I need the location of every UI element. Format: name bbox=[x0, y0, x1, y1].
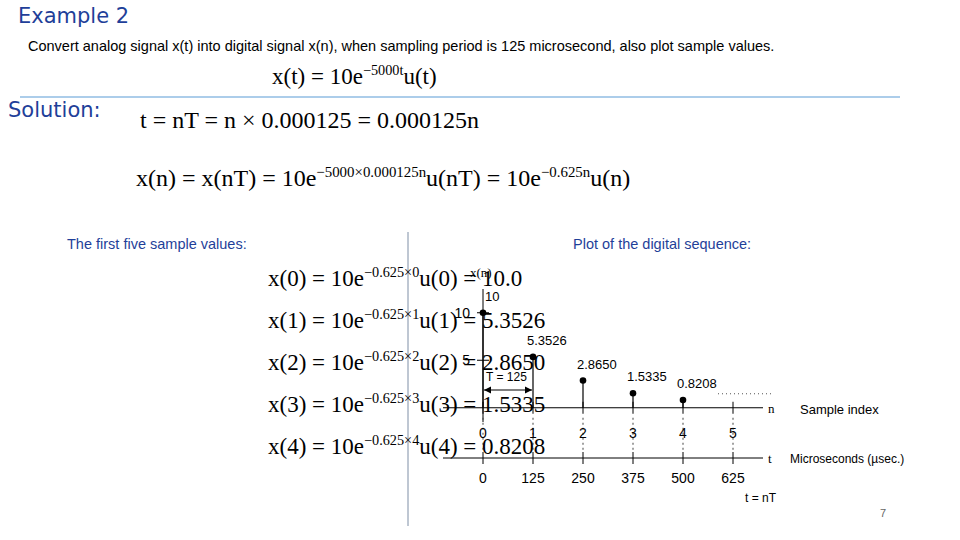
equation-text: u(1) = 5.3526 bbox=[419, 308, 545, 333]
continuation-dots bbox=[718, 393, 771, 394]
x2-tick-label: 0 bbox=[479, 470, 487, 486]
equation-text: u(nT) = 10e bbox=[426, 165, 541, 191]
exponent: −0.625×4 bbox=[364, 432, 419, 448]
data-label: 5.3526 bbox=[527, 333, 567, 348]
annotation-arrow bbox=[484, 390, 532, 391]
exponent: −0.625n bbox=[541, 164, 590, 180]
exponent: −0.625×3 bbox=[364, 390, 419, 406]
equation: t = nT = n × 0.000125 = 0.000125n bbox=[140, 107, 479, 134]
x-label: n bbox=[768, 401, 775, 416]
equation-text: u(3) = 1.5335 bbox=[419, 392, 545, 417]
equation-text: u(0) = 10.0 bbox=[419, 266, 522, 291]
x-tick-label: 4 bbox=[679, 425, 687, 441]
data-label: 1.5335 bbox=[627, 369, 667, 384]
exponent: −5000×0.000125n bbox=[316, 164, 426, 180]
x-tick-label: 3 bbox=[629, 425, 637, 441]
equation-text: x(4) = 10e bbox=[268, 434, 364, 459]
equation-text: x(1) = 10e bbox=[268, 308, 364, 333]
x2-tick bbox=[633, 452, 634, 464]
x2-tick-label: 125 bbox=[521, 470, 545, 486]
samples-heading: The first five sample values: bbox=[67, 236, 247, 252]
stem-marker bbox=[580, 377, 587, 384]
data-label: 10 bbox=[485, 289, 499, 304]
slide: Example 2 Convert analog signal x(t) into… bbox=[0, 0, 960, 540]
equation-text: u(4) = 0.8208 bbox=[419, 434, 545, 459]
sample-line: x(1) = 10e−0.625×1u(1) = 5.3526 bbox=[268, 308, 545, 334]
chart: x(n)5100123450125250375500625nSample ind… bbox=[443, 265, 904, 505]
equation: x(n) = x(nT) = 10e−5000×0.000125nu(nT) =… bbox=[136, 165, 630, 192]
page-number: 7 bbox=[880, 507, 886, 519]
x2-tick bbox=[583, 452, 584, 464]
stem-marker bbox=[630, 390, 637, 397]
x-label-note: Sample index bbox=[800, 402, 879, 417]
x2-tick-label: 500 bbox=[671, 470, 695, 486]
given-equation: x(t) = 10e−5000tu(t) bbox=[272, 64, 437, 90]
equation-text: u(t) bbox=[403, 64, 436, 89]
sample-line: x(2) = 10e−0.625×2u(2) = 2.8650 bbox=[268, 350, 545, 376]
equation-text: x(n) = x(nT) = 10e bbox=[136, 165, 316, 191]
equation-text: u(n) bbox=[590, 165, 630, 191]
data-label: 2.8650 bbox=[577, 357, 617, 372]
exponent: −5000t bbox=[363, 62, 404, 78]
x-tick-label: 5 bbox=[729, 425, 737, 441]
x2-tick bbox=[683, 452, 684, 464]
exponent: −0.625×2 bbox=[364, 348, 419, 364]
data-label: 0.8208 bbox=[677, 376, 717, 391]
exponent: −0.625×0 bbox=[364, 264, 419, 280]
x2-tick-label: 625 bbox=[721, 470, 745, 486]
equation-text: x(3) = 10e bbox=[268, 392, 364, 417]
plot-heading: Plot of the digital sequence: bbox=[573, 236, 751, 252]
sample-line: x(0) = 10e−0.625×0u(0) = 10.0 bbox=[268, 266, 522, 292]
separator-line bbox=[20, 96, 900, 97]
x2-tick-label: 375 bbox=[621, 470, 645, 486]
stem bbox=[582, 381, 583, 408]
equation-text: x(0) = 10e bbox=[268, 266, 364, 291]
title: Example 2 bbox=[18, 4, 129, 28]
x2-label-note: Microseconds (µsec.) bbox=[790, 452, 904, 466]
x-tick-label: 2 bbox=[579, 425, 587, 441]
equation-text: u(2) = 2.8650 bbox=[419, 350, 545, 375]
x2-label: t bbox=[768, 451, 772, 466]
task: Convert analog signal x(t) into digital … bbox=[28, 38, 774, 54]
x2-tick-label: 250 bbox=[571, 470, 595, 486]
solution-label: Solution: bbox=[8, 98, 101, 122]
equation-text: x(t) = 10e bbox=[272, 64, 363, 89]
x2-tick bbox=[733, 452, 734, 464]
sample-line: x(4) = 10e−0.625×4u(4) = 0.8208 bbox=[268, 434, 545, 460]
stem-marker bbox=[680, 397, 687, 404]
equation-text: x(2) = 10e bbox=[268, 350, 364, 375]
x2-formula: t = nT bbox=[745, 491, 777, 505]
exponent: −0.625×1 bbox=[364, 306, 419, 322]
equation-text: t = nT = n × 0.000125 = 0.000125n bbox=[140, 107, 479, 133]
x-tick bbox=[733, 402, 734, 414]
sample-line: x(3) = 10e−0.625×3u(3) = 1.5335 bbox=[268, 392, 545, 418]
